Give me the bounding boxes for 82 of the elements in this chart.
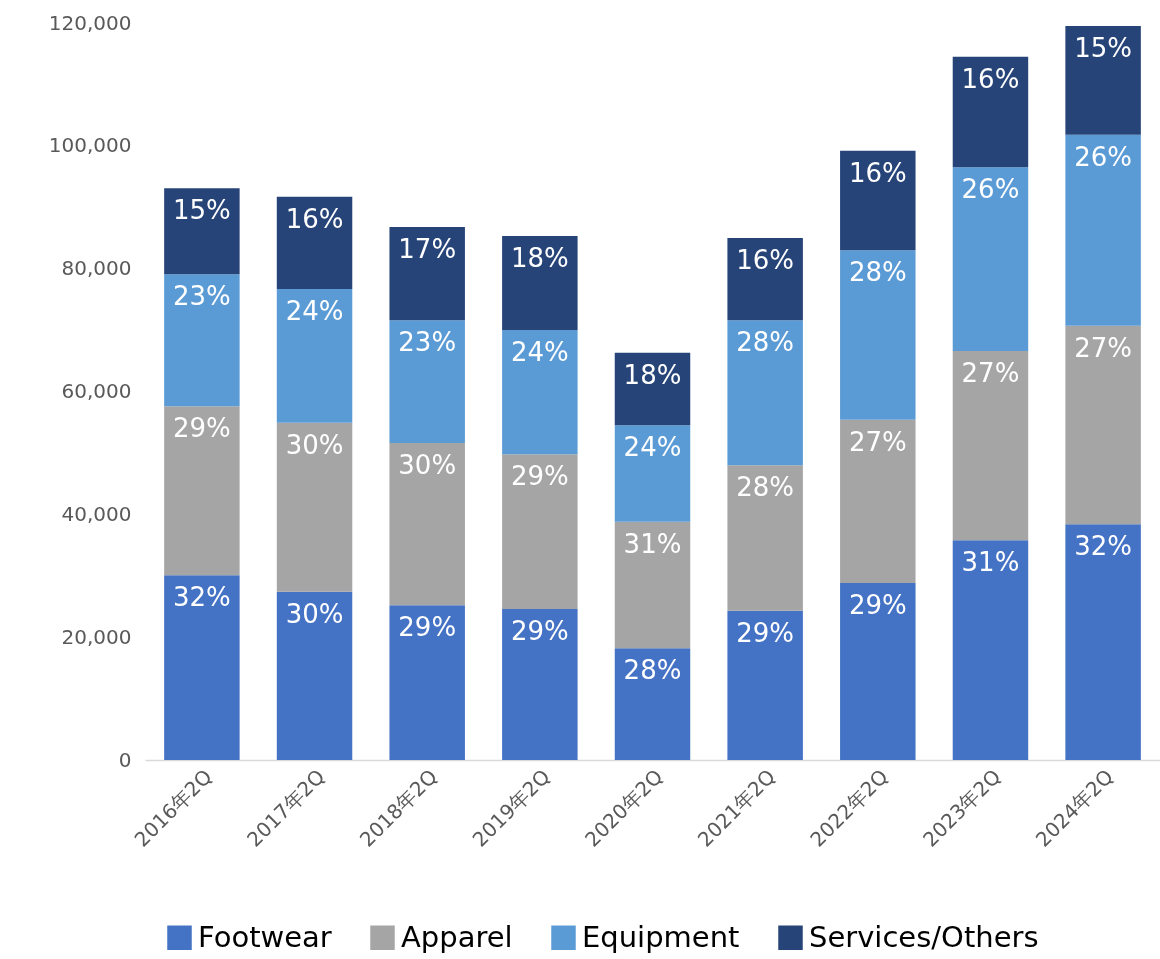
bar [164, 274, 240, 407]
bar [1065, 26, 1141, 135]
annotation: 18% [510, 243, 569, 274]
annotation: 23% [172, 281, 231, 312]
bar [1065, 524, 1141, 760]
bar [276, 591, 353, 760]
annotation: 30% [398, 450, 457, 481]
annotation: 29% [172, 413, 231, 444]
bar [840, 419, 916, 584]
bar [614, 648, 691, 760]
annotation: 30% [285, 598, 344, 629]
annotation: 15% [1074, 33, 1133, 64]
legend-label: Equipment [582, 919, 740, 954]
annotation: 31% [623, 528, 682, 559]
y-tick-label: 0 [118, 747, 132, 772]
legend-label: Apparel [401, 919, 513, 954]
annotation: 17% [398, 233, 457, 264]
bar [727, 610, 803, 760]
annotation: 29% [736, 617, 795, 648]
bar [502, 454, 578, 609]
annotation: 15% [172, 195, 231, 226]
annotation: 29% [510, 615, 569, 646]
y-tick-label: 120,000 [48, 10, 132, 35]
bar [840, 150, 916, 251]
bar [389, 320, 465, 444]
annotation: 18% [623, 359, 682, 390]
bar [502, 236, 578, 331]
annotation: 29% [510, 461, 569, 492]
annotation: 16% [848, 157, 907, 188]
annotation: 32% [1074, 531, 1133, 562]
bar [502, 608, 578, 760]
annotation: 16% [961, 63, 1020, 94]
y-tick-label: 100,000 [48, 133, 132, 158]
bar [164, 188, 240, 275]
bar [727, 237, 803, 321]
annotation: 27% [1074, 332, 1133, 363]
bar [164, 406, 240, 576]
annotation: 27% [961, 357, 1020, 388]
bar [727, 465, 803, 611]
bar [389, 605, 465, 760]
annotation: 30% [285, 429, 344, 460]
annotation: 16% [736, 244, 795, 275]
bar [727, 320, 803, 466]
annotation: 23% [398, 327, 457, 358]
bar [952, 540, 1029, 760]
annotation: 24% [285, 295, 344, 326]
legend-label: Services/Others [809, 919, 1039, 954]
bar [276, 422, 353, 592]
annotation: 24% [510, 337, 569, 368]
annotation: 26% [1074, 141, 1133, 172]
bar [502, 330, 578, 455]
bar [164, 575, 240, 760]
bar [389, 226, 465, 321]
bar [614, 521, 691, 649]
annotation: 24% [623, 432, 682, 463]
y-tick-label: 80,000 [61, 256, 132, 281]
bar [840, 250, 916, 420]
bar [1065, 134, 1141, 326]
bar [389, 443, 465, 606]
bar [952, 56, 1029, 168]
y-tick-label: 40,000 [61, 501, 132, 526]
annotation: 29% [848, 590, 907, 621]
annotation: 26% [961, 174, 1020, 205]
y-tick-label: 60,000 [61, 379, 132, 403]
y-tick-label: 20,000 [61, 624, 132, 649]
legend-label: Footwear [198, 919, 332, 954]
annotation: 27% [848, 426, 907, 457]
annotation: 29% [398, 612, 457, 643]
annotation: 16% [285, 203, 344, 234]
bar [276, 288, 353, 423]
bar [1065, 325, 1141, 525]
annotation: 28% [736, 327, 795, 358]
bar [952, 350, 1029, 541]
bar [840, 583, 916, 760]
bar [614, 425, 691, 522]
annotation: 28% [848, 257, 907, 288]
annotation: 32% [172, 582, 231, 613]
bar [952, 167, 1029, 351]
bar [276, 196, 353, 289]
annotation: 28% [736, 472, 795, 503]
annotation: 28% [623, 655, 682, 686]
annotation: 31% [961, 547, 1020, 578]
